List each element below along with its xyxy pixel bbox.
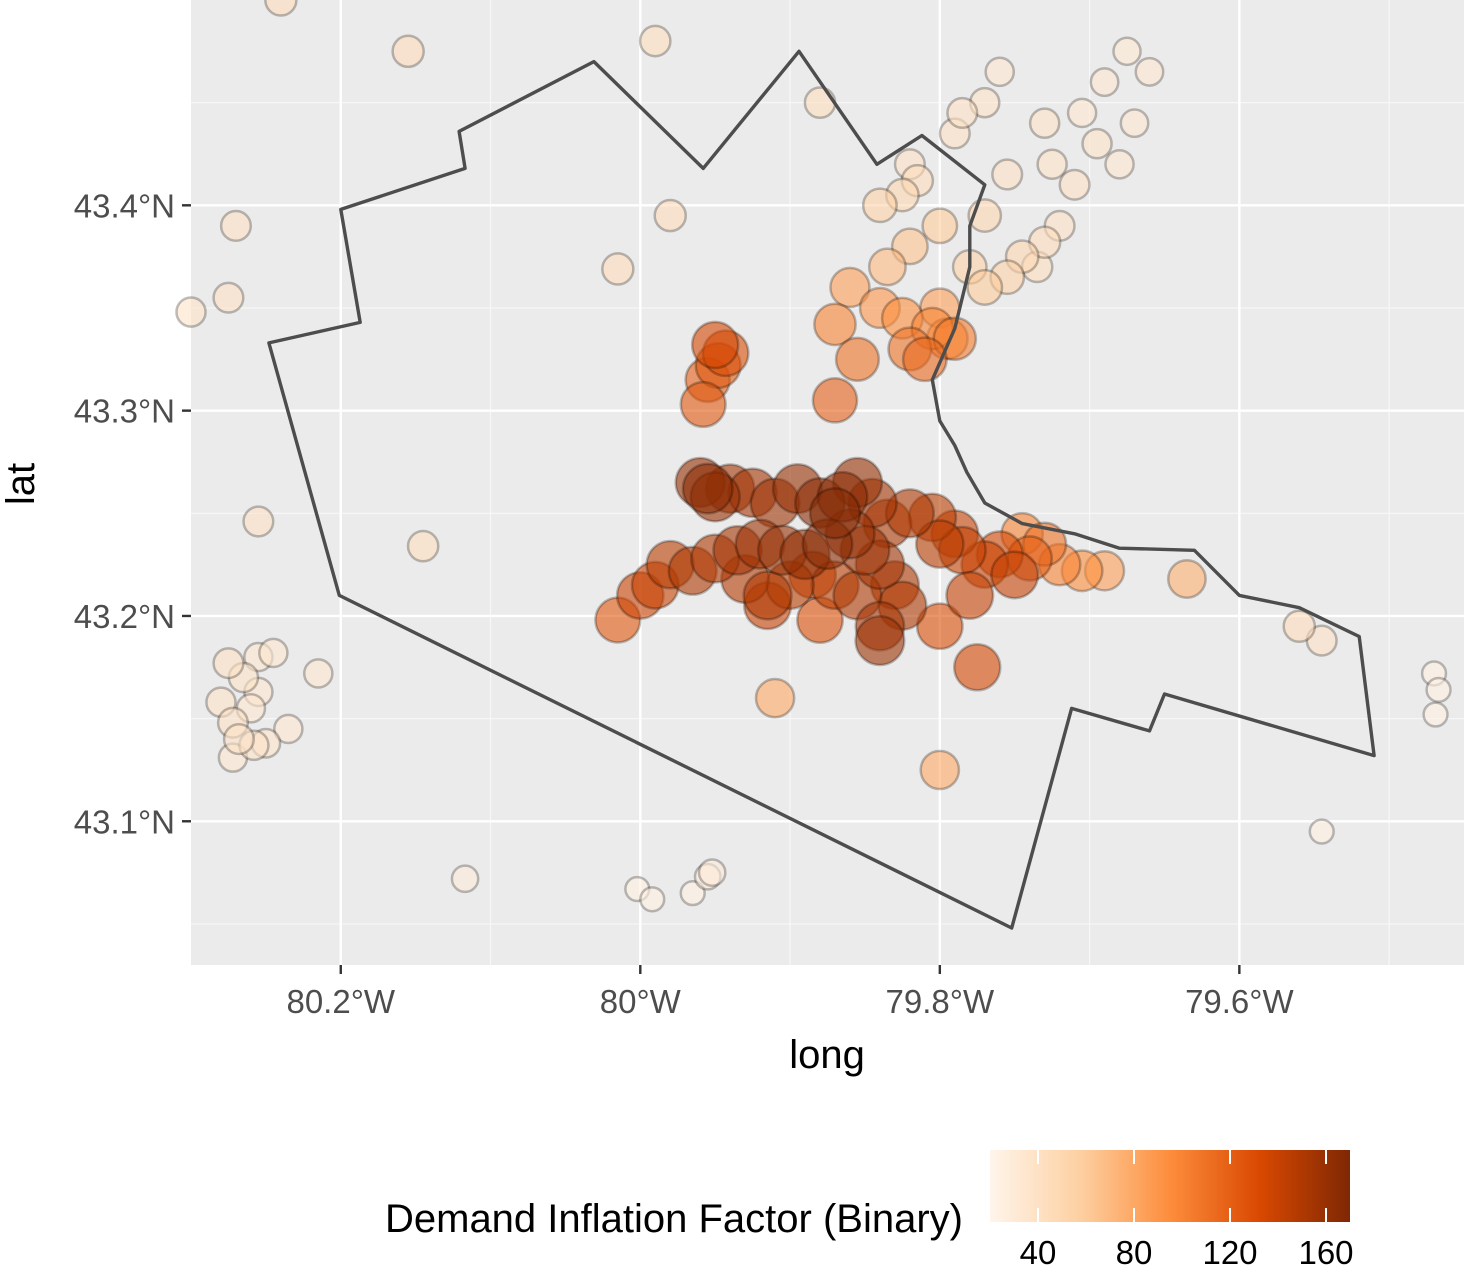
legend-tick-label: 160: [1298, 1234, 1353, 1271]
y-tick-label: 43.2°N: [74, 598, 175, 635]
data-point: [638, 24, 672, 58]
legend-tick-label: 40: [1020, 1234, 1057, 1271]
data-point: [946, 96, 979, 130]
data-point: [1089, 67, 1120, 98]
data-point: [391, 34, 425, 69]
x-axis-title: long: [789, 1033, 865, 1077]
legend-colorbar: [990, 1150, 1350, 1222]
data-point: [1058, 168, 1091, 201]
data-point: [1134, 56, 1165, 87]
y-tick-label: 43.4°N: [74, 187, 175, 224]
region-boundary: [267, 49, 1376, 930]
data-point: [302, 658, 334, 689]
data-point: [1036, 148, 1068, 181]
data-point: [742, 570, 793, 621]
data-point: [450, 864, 480, 894]
data-point: [1112, 36, 1142, 67]
data-point: [914, 519, 965, 569]
y-tick-label: 43.1°N: [74, 803, 175, 840]
x-tick-label: 79.6°W: [1185, 983, 1294, 1020]
data-point: [1104, 148, 1135, 180]
data-point: [829, 266, 871, 309]
data-point: [1081, 127, 1113, 160]
data-point: [1166, 559, 1207, 599]
data-point: [653, 198, 688, 233]
data-point: [1308, 818, 1335, 845]
data-point: [811, 377, 859, 424]
data-point: [681, 462, 734, 515]
legend-tick-label: 80: [1116, 1234, 1153, 1271]
data-point: [679, 380, 727, 429]
x-tick-label: 80°W: [600, 983, 682, 1020]
data-point: [990, 550, 1040, 600]
data-point: [834, 336, 881, 382]
data-point: [219, 209, 253, 242]
y-axis: 43.1°N 43.2°N 43.3°N 43.4°N: [74, 187, 191, 840]
legend-title: Demand Inflation Factor (Binary): [385, 1197, 963, 1241]
legend-tick-label: 120: [1202, 1234, 1257, 1271]
data-point: [273, 713, 304, 745]
x-axis: 80.2°W 80°W 79.8°W 79.6°W: [286, 965, 1294, 1020]
data-point: [953, 643, 1002, 692]
data-point: [984, 56, 1016, 88]
data-point: [175, 296, 207, 328]
data-point: [1425, 676, 1452, 704]
points-layer: [175, 0, 1452, 913]
data-point: [222, 723, 256, 756]
data-point: [264, 0, 298, 17]
data-point: [690, 320, 740, 370]
data-point: [854, 614, 906, 667]
data-point: [813, 302, 857, 347]
data-point: [915, 602, 964, 651]
data-point: [867, 247, 907, 287]
x-tick-label: 79.8°W: [886, 983, 995, 1020]
data-point: [808, 487, 862, 540]
data-point: [991, 158, 1024, 191]
data-point: [679, 879, 706, 907]
data-point: [861, 187, 898, 224]
data-point: [803, 86, 837, 120]
y-axis-title: lat: [0, 463, 43, 505]
data-point: [1422, 701, 1449, 728]
data-point: [1305, 624, 1338, 657]
data-point: [1282, 609, 1317, 644]
data-point: [258, 637, 289, 669]
legend: Demand Inflation Factor (Binary) 40 80 120…: [385, 1150, 1354, 1271]
data-point: [697, 858, 727, 887]
data-point: [754, 677, 796, 719]
data-point: [601, 252, 635, 286]
data-point: [919, 749, 961, 791]
data-point: [212, 647, 245, 680]
data-point: [242, 505, 275, 538]
x-tick-label: 80.2°W: [286, 983, 395, 1020]
data-point: [1028, 107, 1061, 139]
data-point: [966, 268, 1004, 306]
data-point: [406, 529, 440, 563]
data-point: [921, 207, 959, 245]
data-point: [212, 281, 245, 314]
data-point: [945, 570, 995, 620]
y-tick-label: 43.3°N: [74, 393, 175, 430]
data-point: [1066, 97, 1098, 129]
data-point: [1119, 108, 1150, 139]
boundary-outline: [267, 49, 1376, 930]
data-point: [639, 886, 666, 913]
